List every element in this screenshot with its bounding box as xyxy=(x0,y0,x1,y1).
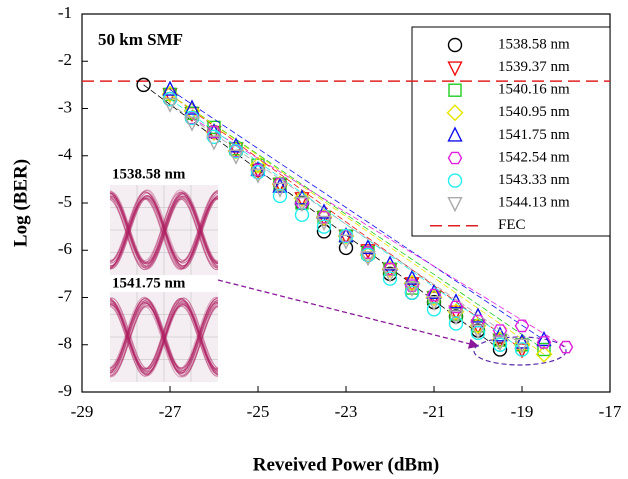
legend-label: 1543.33 nm xyxy=(498,172,570,188)
legend-label: 1542.54 nm xyxy=(498,149,570,165)
legend-label: 1541.75 nm xyxy=(498,127,570,143)
x-tick-label: -23 xyxy=(335,402,358,421)
y-tick-label: -5 xyxy=(58,192,72,211)
x-tick-label: -27 xyxy=(159,402,182,421)
y-tick-label: -8 xyxy=(58,334,72,353)
x-tick-label: -29 xyxy=(71,402,94,421)
x-axis-label: Reveived Power (dBm) xyxy=(253,454,439,475)
marker xyxy=(406,286,419,299)
annotation: 1541.75 nm xyxy=(112,275,186,291)
x-tick-label: -17 xyxy=(599,402,622,421)
y-tick-label: -7 xyxy=(58,286,73,305)
chart: 50 km SMF 1538.58 nm 1541.75 nm Reveived… xyxy=(0,0,628,479)
y-tick-label: -6 xyxy=(58,239,72,258)
y-tick-label: -3 xyxy=(58,97,72,116)
x-tick-label: -19 xyxy=(511,402,534,421)
legend-label: 1540.95 nm xyxy=(498,104,570,120)
y-axis-label: Log (BER) xyxy=(10,159,31,247)
legend-label: 1544.13 nm xyxy=(498,195,570,211)
y-tick-label: -1 xyxy=(58,3,72,22)
annotation: 50 km SMF xyxy=(98,30,183,49)
legend-label: 1538.58 nm xyxy=(498,36,570,52)
x-tick-label: -25 xyxy=(247,402,270,421)
x-tick-label: -21 xyxy=(423,402,446,421)
y-tick-label: -2 xyxy=(58,50,72,69)
marker xyxy=(516,320,529,331)
y-tick-label: -9 xyxy=(58,381,72,400)
y-tick-label: -4 xyxy=(58,145,73,164)
legend-label: FEC xyxy=(498,217,526,233)
legend-label: 1539.37 nm xyxy=(498,59,570,75)
annotation: 1538.58 nm xyxy=(112,166,186,182)
legend-label: 1540.16 nm xyxy=(498,82,570,98)
